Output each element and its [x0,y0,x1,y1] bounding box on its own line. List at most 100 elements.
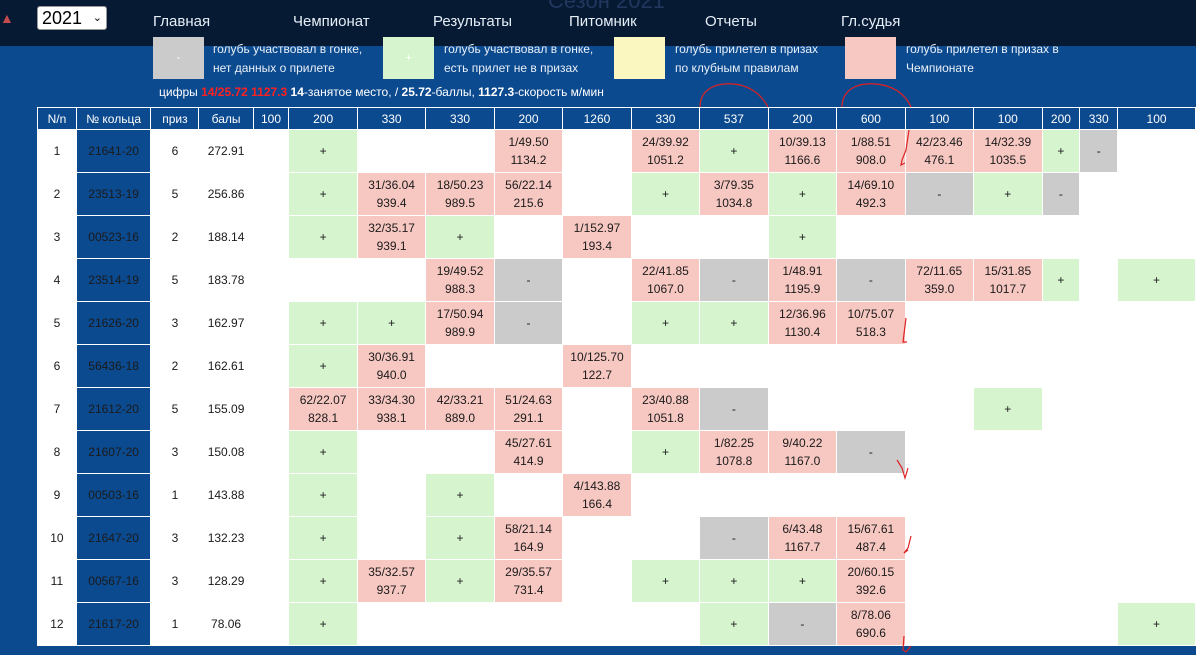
ring-number-link[interactable]: 00567-16 [76,560,151,602]
column-header: 330 [357,108,426,129]
race-result-cell [563,130,631,172]
column-header: 100 [1118,108,1195,129]
race-result-cell: 72/11.65 359.0 [905,259,974,301]
nav-championship[interactable]: Чемпионат [293,13,370,30]
legend-line: есть прилет не в призах [444,61,579,75]
points-value: 150.08 [199,431,253,473]
ring-number-link[interactable]: 21612-20 [76,388,151,430]
ring-number-link[interactable]: 00503-16 [76,474,151,516]
race-result-cell: 1/49.50 1134.2 [494,130,563,172]
race-result-cell: 56/22.14 215.6 [494,173,563,215]
ring-number-link[interactable]: 21647-20 [76,517,151,559]
race-result-cell: - [700,259,768,301]
race-result-cell [1042,517,1080,559]
race-result-cell [494,216,563,258]
race-result-cell: - [700,388,768,430]
race-result-cell [1080,603,1118,645]
race-result-cell [1080,474,1118,516]
race-result-cell: - [837,431,905,473]
race-result-cell [253,259,289,301]
race-result-cell: + [289,431,357,473]
column-header: 100 [974,108,1042,129]
race-result-cell: 12/36.96 1130.4 [768,302,837,344]
column-header: 1260 [563,108,631,129]
table-header-row: N/n № кольца приз балы 100 200 330 330 200 1260 33… [38,108,1195,129]
year-select-value: 2021 [42,8,83,28]
race-result-cell [768,345,837,387]
race-result-cell [905,474,974,516]
race-result-cell [563,173,631,215]
race-result-cell [905,345,974,387]
race-result-cell [253,517,289,559]
race-result-cell [1080,517,1118,559]
race-result-cell: 15/67.61 487.4 [837,517,905,559]
race-result-cell: - [700,517,768,559]
race-result-cell [1118,517,1195,559]
race-result-cell [1080,388,1118,430]
race-result-cell [357,517,426,559]
table-row: 5 21626-20 3 162.97 + +17/50.94 989.9- + +12/36.… [38,302,1195,344]
column-header: 200 [1042,108,1080,129]
table-row: 10 21647-20 3 132.23 + +58/21.14 164.9 -6/43.48… [38,517,1195,559]
nav-chief-judge[interactable]: Гл.судья [841,13,901,30]
race-result-cell [905,216,974,258]
race-result-cell [253,302,289,344]
race-result-cell: + [631,173,700,215]
race-result-cell: 15/31.85 1017.7 [974,259,1042,301]
prize-count: 5 [151,388,199,430]
year-select[interactable]: 2021 ⌄ [37,6,107,30]
ring-number-link[interactable]: 21607-20 [76,431,151,473]
season-watermark: Сезон 2021 [548,0,665,13]
race-result-cell: 23/40.88 1051.8 [631,388,700,430]
race-result-cell [1042,345,1080,387]
nav-nursery[interactable]: Питомник [569,13,637,30]
race-result-cell [563,388,631,430]
race-result-cell [289,259,357,301]
race-result-cell: - [494,302,563,344]
points-value: 128.29 [199,560,253,602]
legend-line: Чемпионате [906,61,974,75]
ring-number-link[interactable]: 21641-20 [76,130,151,172]
race-result-cell [494,345,563,387]
race-result-cell [1042,474,1080,516]
legend-line: голубь участвовал в гонке, [444,42,594,56]
race-result-cell: - [1080,130,1118,172]
table-row: 7 21612-20 5 155.09 62/22.07 828.1 33/34.30 938… [38,388,1195,430]
race-result-cell [974,345,1042,387]
column-header: 100 [905,108,974,129]
nav-results[interactable]: Результаты [433,13,512,30]
ring-number-link[interactable]: 23513-19 [76,173,151,215]
prize-count: 3 [151,431,199,473]
ring-number-link[interactable]: 23514-19 [76,259,151,301]
notes-points-num: 25.72 [401,85,432,99]
nav-reports[interactable]: Отчеты [705,13,757,30]
race-result-cell [1118,560,1195,602]
ring-number-link[interactable]: 21617-20 [76,603,151,645]
race-result-cell [563,259,631,301]
race-result-cell: 1/88.51 908.0 [837,130,905,172]
row-number: 8 [38,431,76,473]
ring-number-link[interactable]: 00523-16 [76,216,151,258]
notes-speed-num: 1127.3 [478,85,515,99]
race-result-cell: 32/35.17 939.1 [357,216,426,258]
points-value: 272.91 [199,130,253,172]
ring-number-link[interactable]: 56436-18 [76,345,151,387]
race-result-cell: 42/23.46 476.1 [905,130,974,172]
race-result-cell [1118,216,1195,258]
nav-home[interactable]: Главная [153,13,211,30]
race-result-cell: 30/36.91 940.0 [357,345,426,387]
chevron-down-icon: ⌄ [92,12,102,24]
race-result-cell: + [1118,603,1195,645]
race-result-cell: + [974,388,1042,430]
race-result-cell [1042,431,1080,473]
legend-swatch-champ-prize [845,37,896,79]
ring-number-link[interactable]: 21626-20 [76,302,151,344]
race-result-cell [357,259,426,301]
race-result-cell: + [700,130,768,172]
race-result-cell [1080,302,1118,344]
race-result-cell: + [974,173,1042,215]
race-result-cell: 19/49.52 988.3 [426,259,494,301]
prize-count: 3 [151,302,199,344]
column-header: 330 [631,108,700,129]
race-result-cell: + [426,560,494,602]
